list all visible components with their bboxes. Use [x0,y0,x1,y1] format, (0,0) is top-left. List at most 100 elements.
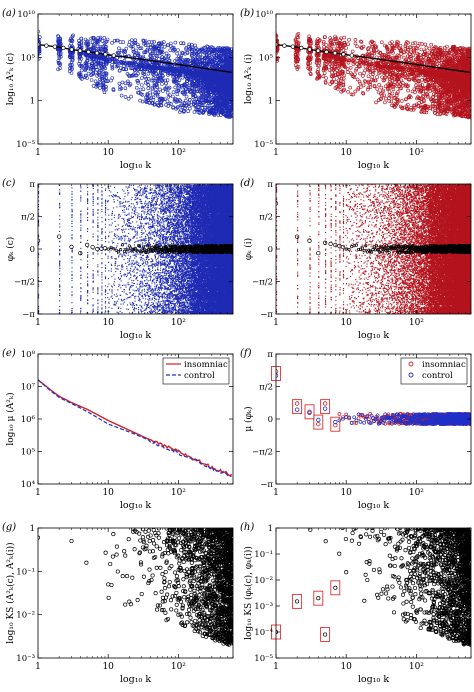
data-point [233,79,236,82]
data-point [375,101,378,104]
data-point [90,79,93,82]
data-point [174,41,177,44]
data-point [363,72,366,75]
data-point [380,41,383,44]
data-point [160,83,163,86]
data-point [367,75,370,78]
data-point [349,66,352,69]
data-point [354,38,357,41]
mean-marker [95,51,99,55]
data-point [356,45,359,48]
series-amplitude-cloud [35,30,236,119]
data-point [273,48,276,51]
data-point [176,93,179,96]
data-point [80,69,83,72]
data-point [420,48,423,51]
x-tick-label: 1 [35,148,41,158]
data-point [424,43,427,46]
data-point [346,71,349,74]
data-point [359,82,362,85]
data-point [181,76,184,79]
data-point [358,80,361,83]
data-point [342,81,345,84]
data-point [157,58,160,61]
data-point [137,45,140,48]
mean-marker [112,54,116,58]
data-point [153,40,156,43]
y-tick-label: 10⁻⁵ [16,140,35,150]
data-point [407,89,410,92]
data-point [181,52,184,55]
data-point [428,47,431,50]
data-point [136,43,139,46]
data-point [324,60,327,63]
x-axis-label: log₁₀ k [120,160,151,171]
data-point [139,88,142,91]
data-point [142,88,145,91]
y-tick-label: 1 [30,97,35,107]
data-point [152,77,155,80]
data-point [35,42,38,45]
data-point [146,44,149,47]
data-point [147,72,150,75]
data-point [376,76,379,79]
data-point [380,86,383,89]
data-point [70,72,73,75]
data-point [111,63,114,66]
data-point [35,59,38,62]
data-point [111,77,114,80]
data-point [372,60,375,63]
plot-area [35,30,236,119]
data-point [188,107,191,110]
data-point [35,38,38,41]
data-point [125,47,128,50]
data-point [273,45,276,48]
data-point [384,97,387,100]
data-point [378,83,381,86]
data-point [174,86,177,89]
data-point [353,73,356,76]
panel-label: (a) [2,8,16,19]
data-point [103,36,106,39]
data-point [130,95,133,98]
data-point [172,91,175,94]
x-tick-label: 10 [102,148,114,158]
x-tick-label: 10² [171,148,186,158]
mean-marker [78,49,82,53]
data-point [345,47,348,50]
data-point [337,79,340,82]
data-point [351,50,354,53]
data-point [376,88,379,91]
data-point [116,56,119,59]
data-point [347,90,350,93]
mean-marker [87,50,91,54]
data-point [149,91,152,94]
data-point [135,86,138,89]
data-point [363,79,366,82]
data-point [124,95,127,98]
mean-marker [53,45,57,49]
data-point [176,49,179,52]
y-axis-label: log₁₀ A²ₖ (c) [5,53,16,105]
data-point [147,87,150,90]
data-point [406,55,409,58]
data-point [322,75,325,78]
data-point [361,74,364,77]
data-point [430,43,433,46]
data-point [184,99,187,102]
data-point [111,41,114,44]
data-point [349,86,352,89]
data-point [354,42,357,45]
mean-marker [62,46,66,50]
data-point [121,81,124,84]
data-point [162,41,165,44]
data-point [348,38,351,41]
data-point [359,72,362,75]
y-tick-label: 10¹⁰ [17,10,35,20]
data-point [425,46,428,49]
data-point [273,35,276,38]
data-point [185,95,188,98]
data-point [35,40,38,43]
